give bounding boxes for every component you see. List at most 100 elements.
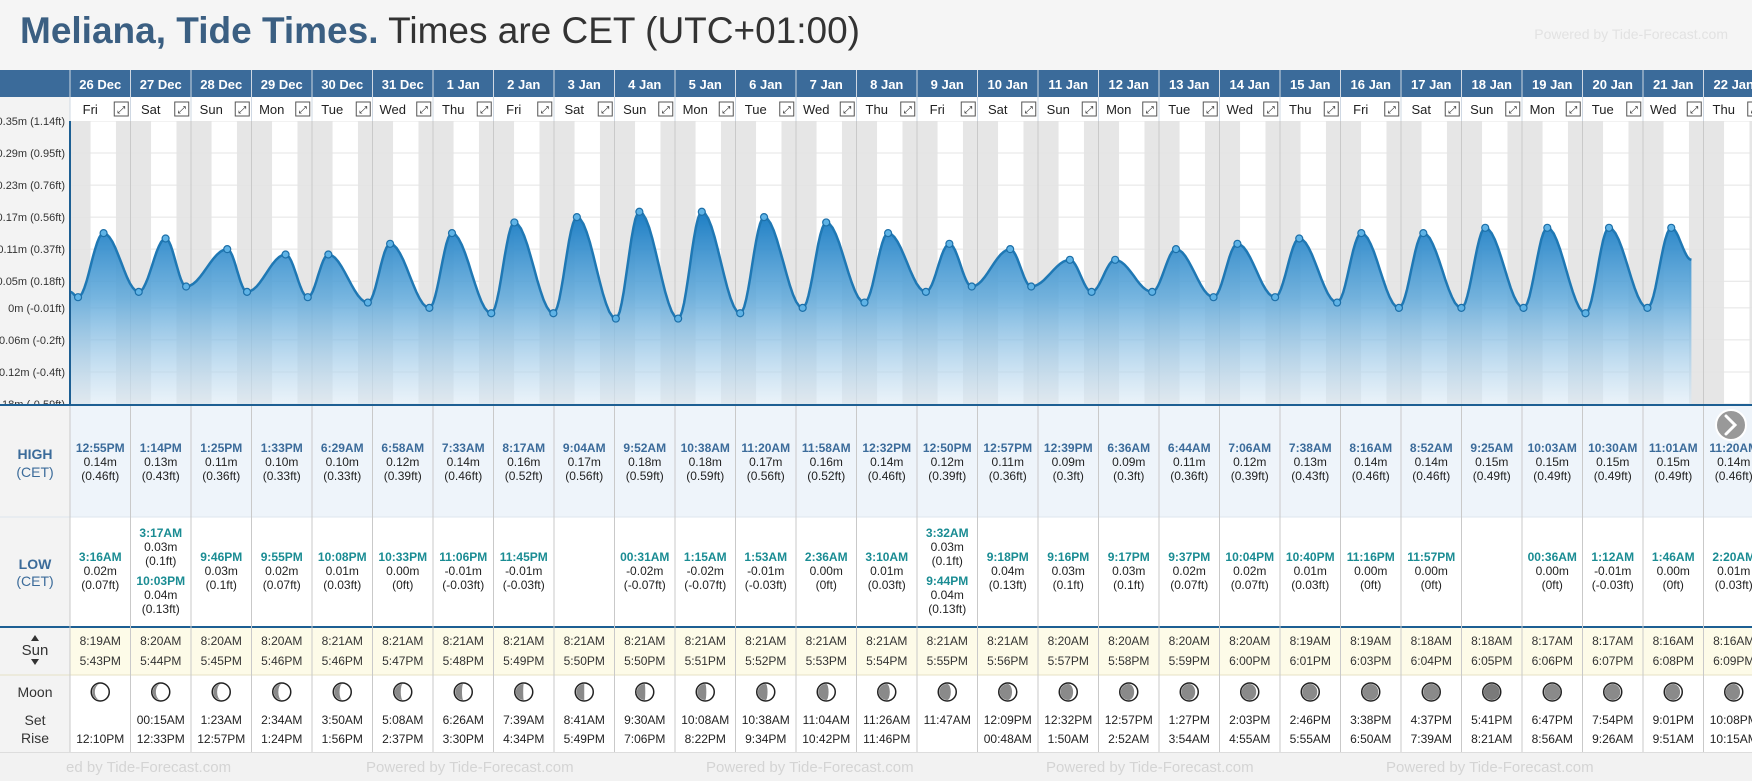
expand-day-button[interactable]	[1081, 101, 1097, 117]
expand-icon: ⤢	[722, 105, 730, 116]
expand-day-button[interactable]	[839, 101, 855, 117]
high-row-bg	[0, 406, 1752, 517]
low-tide-height-ft: (0.1ft)	[206, 578, 237, 592]
high-tide-time: 6:36AM	[1107, 441, 1150, 455]
tide-extreme-point	[1209, 293, 1218, 302]
moon-shadow	[92, 684, 101, 700]
next-days-button[interactable]	[1715, 409, 1747, 441]
expand-icon: ⤢	[1569, 105, 1577, 116]
high-tide-time: 7:06AM	[1228, 441, 1271, 455]
low-tide-height-ft: (0ft)	[1421, 578, 1442, 592]
low-tide-time: 11:16PM	[1347, 550, 1395, 564]
low-tide-height-m: 0.00m	[1415, 564, 1448, 578]
sunrise-time: 8:20AM	[1169, 634, 1210, 648]
tide-extreme-point	[1027, 282, 1036, 291]
high-tide-time: 12:32PM	[862, 441, 911, 455]
expand-day-button[interactable]	[1323, 101, 1339, 117]
expand-day-button[interactable]	[960, 101, 976, 117]
expand-day-button[interactable]	[1021, 101, 1037, 117]
moonrise-time: 12:57PM	[197, 732, 245, 746]
high-tide-time: 11:20AM	[741, 441, 790, 455]
date-label: 27 Dec	[140, 77, 182, 92]
high-tide-height-m: 0.14m	[1415, 455, 1448, 469]
expand-day-button[interactable]	[355, 101, 371, 117]
sunrise-time: 8:17AM	[1592, 634, 1633, 648]
expand-day-button[interactable]	[900, 101, 916, 117]
high-tide-height-m: 0.17m	[568, 455, 601, 469]
high-tide-height-ft: (0.46ft)	[1352, 469, 1390, 483]
tide-extreme-point	[1233, 239, 1242, 248]
expand-day-button[interactable]	[416, 101, 432, 117]
low-tide-time: 1:12AM	[1591, 550, 1634, 564]
tide-extreme-point	[549, 309, 558, 318]
low-tide-time: 10:08PM	[318, 550, 367, 564]
expand-day-button[interactable]	[1626, 101, 1642, 117]
tide-extreme-point	[1087, 287, 1096, 296]
date-label: 5 Jan	[689, 77, 722, 92]
high-tide-height-ft: (0.36ft)	[989, 469, 1027, 483]
expand-day-button[interactable]	[1263, 101, 1279, 117]
expand-day-button[interactable]	[1747, 101, 1752, 117]
tide-extreme-point	[921, 287, 930, 296]
low-tide-height-m: 0.03m	[1112, 564, 1145, 578]
date-label: 15 Jan	[1290, 77, 1331, 92]
date-label: 13 Jan	[1169, 77, 1210, 92]
sunrise-time: 8:17AM	[1532, 634, 1573, 648]
expand-day-button[interactable]	[1142, 101, 1158, 117]
expand-day-button[interactable]	[295, 101, 311, 117]
expand-day-button[interactable]	[1505, 101, 1521, 117]
moonset-time: 2:34AM	[261, 713, 302, 727]
sunset-time: 6:06PM	[1532, 654, 1573, 668]
expand-icon: ⤢	[1448, 105, 1456, 116]
low-tide-height-m: -0.01m	[747, 564, 784, 578]
expand-day-button[interactable]	[1444, 101, 1460, 117]
date-label: 9 Jan	[931, 77, 964, 92]
expand-day-button[interactable]	[1686, 101, 1702, 117]
expand-day-button[interactable]	[1384, 101, 1400, 117]
expand-day-button[interactable]	[537, 101, 553, 117]
weekday-label: Mon	[1106, 102, 1131, 117]
high-tide-height-ft: (0.52ft)	[505, 469, 543, 483]
sunset-time: 5:51PM	[685, 654, 726, 668]
moon-shadow	[757, 684, 768, 700]
sunrise-arrow-icon	[31, 635, 39, 641]
tide-extreme-point	[572, 213, 581, 222]
expand-day-button[interactable]	[1565, 101, 1581, 117]
powered-by-link[interactable]: Powered by Tide-Forecast.com	[1534, 26, 1728, 42]
low-tide-height-m: -0.01m	[505, 564, 542, 578]
sunrise-time: 8:21AM	[503, 634, 544, 648]
low-tide-height-m: 0.03m	[205, 564, 238, 578]
weekday-label: Sat	[988, 102, 1008, 117]
high-tide-time: 7:33AM	[442, 441, 485, 455]
expand-day-button[interactable]	[658, 101, 674, 117]
low-row-label: LOW	[19, 556, 52, 572]
tide-extreme-point	[425, 303, 434, 312]
moon-shadow	[1665, 684, 1681, 700]
low-tide-height-ft: (0ft)	[1360, 578, 1381, 592]
weekday-label: Tue	[1592, 102, 1614, 117]
expand-day-button[interactable]	[234, 101, 250, 117]
moonrise-time: 12:33PM	[137, 732, 185, 746]
expand-day-button[interactable]	[174, 101, 190, 117]
sunrise-time: 8:20AM	[261, 634, 302, 648]
expand-icon: ⤢	[1025, 105, 1033, 116]
expand-day-button[interactable]	[113, 101, 129, 117]
high-tide-time: 12:39PM	[1044, 441, 1093, 455]
tide-extreme-point	[223, 245, 232, 254]
expand-day-button[interactable]	[476, 101, 492, 117]
moonrise-time: 8:56AM	[1532, 732, 1573, 746]
moonrise-time: 2:52AM	[1108, 732, 1149, 746]
low-tide-height-m: 0.00m	[810, 564, 843, 578]
high-tide-time: 12:55PM	[76, 441, 125, 455]
sunrise-time: 8:20AM	[201, 634, 242, 648]
expand-day-button[interactable]	[597, 101, 613, 117]
weekday-label: Sat	[1411, 102, 1431, 117]
tide-extreme-point	[363, 298, 372, 307]
expand-day-button[interactable]	[1202, 101, 1218, 117]
sunset-time: 5:46PM	[322, 654, 363, 668]
sunrise-time: 8:21AM	[382, 634, 423, 648]
expand-day-button[interactable]	[718, 101, 734, 117]
moon-shadow	[939, 684, 951, 700]
y-tick-label: 0.05m (0.18ft)	[0, 276, 65, 288]
expand-day-button[interactable]	[779, 101, 795, 117]
